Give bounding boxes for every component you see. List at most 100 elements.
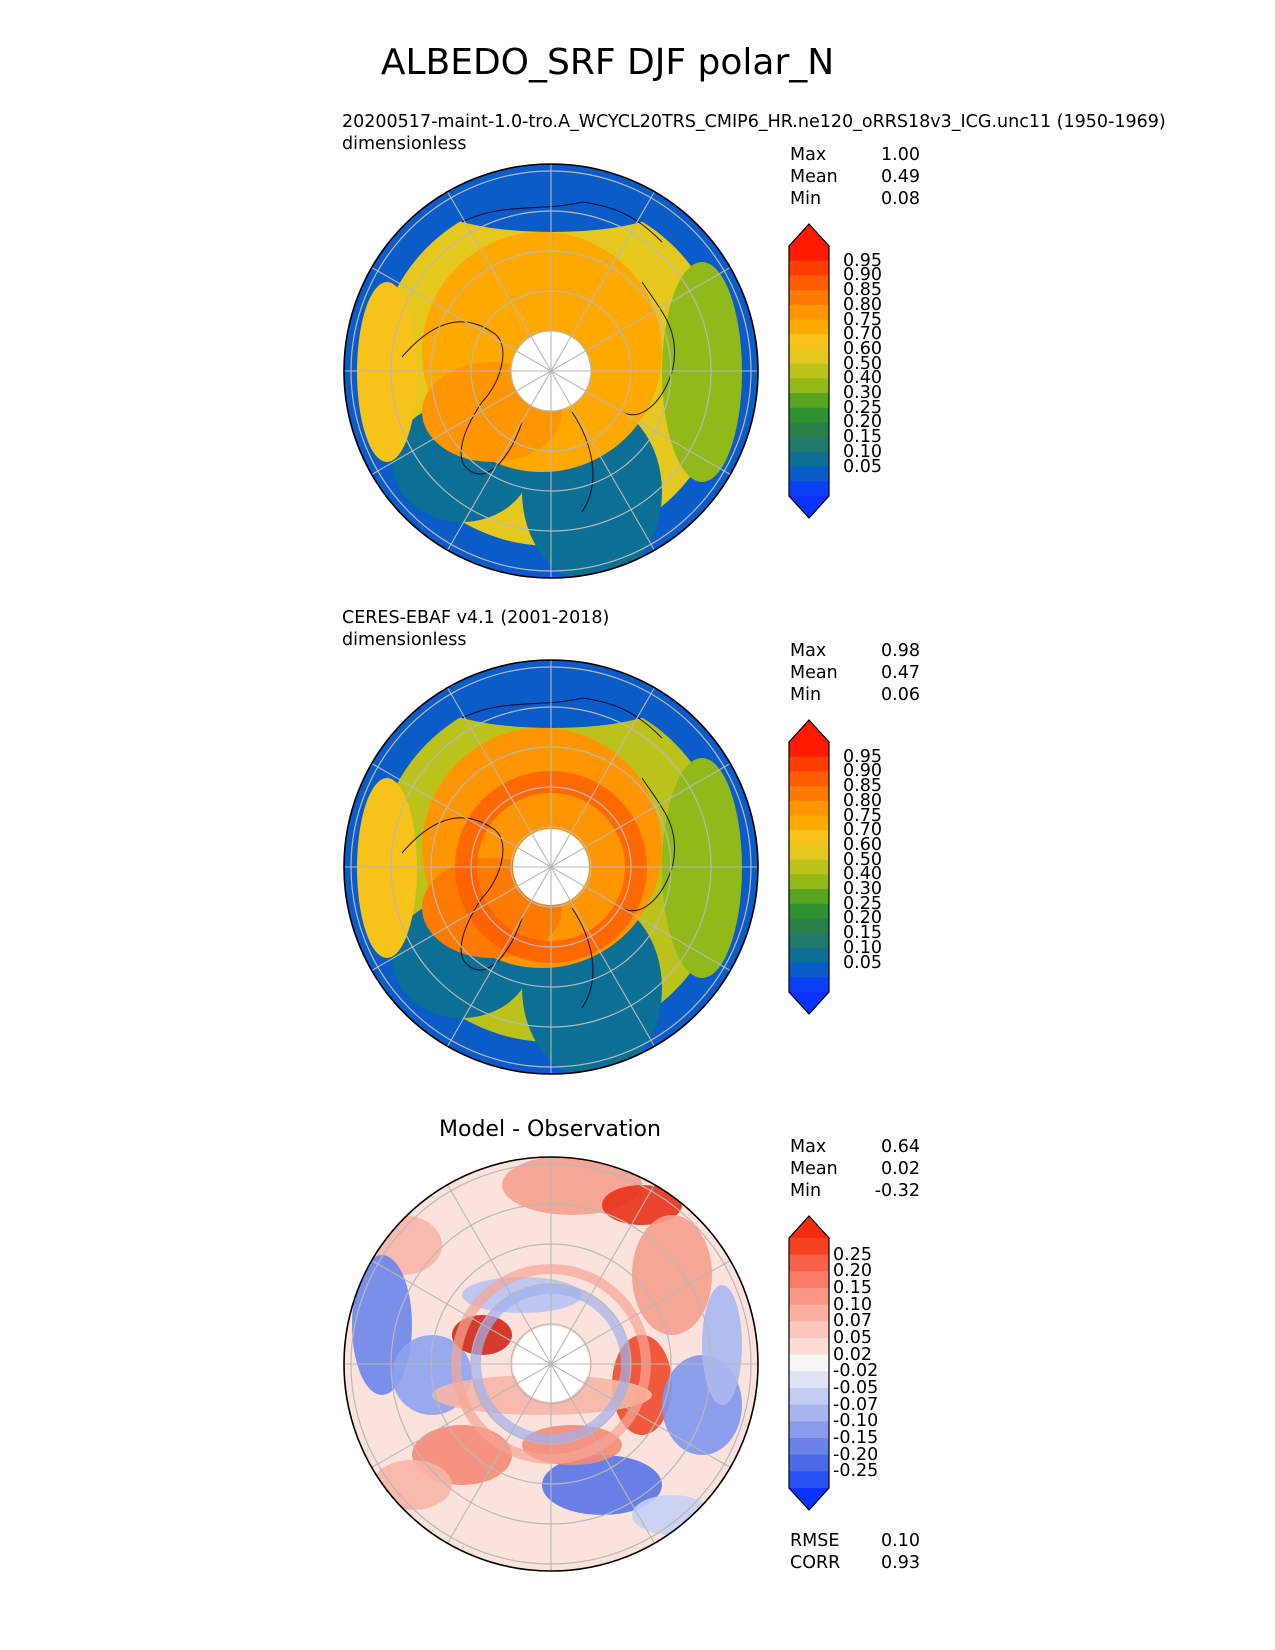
colorbar-tick-label: 0.05 bbox=[843, 952, 882, 973]
colorbar-segment bbox=[789, 348, 829, 365]
colorbar-segment bbox=[789, 977, 829, 993]
stat-row-mean: Mean 0.49 bbox=[790, 167, 920, 187]
colorbar-segment bbox=[789, 1238, 829, 1256]
obs-panel-title: CERES-EBAF v4.1 (2001-2018) bbox=[342, 608, 610, 628]
colorbar-segment bbox=[789, 771, 829, 787]
pacific-field bbox=[432, 172, 672, 232]
colorbar-tick-label: 0.15 bbox=[843, 923, 882, 944]
colorbar-tick-label: 0.75 bbox=[843, 309, 882, 330]
colorbar-tick-label: 0.95 bbox=[843, 746, 882, 767]
colorbar-segment bbox=[789, 1338, 829, 1356]
colorbar-segment bbox=[789, 800, 829, 817]
colorbar-segment bbox=[789, 830, 829, 846]
map-boundary bbox=[343, 659, 759, 1075]
colorbar-segment bbox=[789, 1354, 829, 1372]
colorbar-segment bbox=[789, 1321, 829, 1339]
land-field bbox=[662, 758, 742, 978]
colorbar-segment bbox=[789, 378, 829, 394]
colorbar-tick-label: 0.10 bbox=[833, 1294, 872, 1315]
diff-stats: Max 0.64 Mean 0.02 Min -0.32 bbox=[790, 1136, 920, 1202]
colorbar-outline bbox=[788, 719, 830, 1015]
model-colorbar bbox=[788, 223, 830, 519]
coastline bbox=[401, 697, 676, 1009]
colorbar-tick-label: -0.05 bbox=[833, 1378, 879, 1398]
model-stats: Max 1.00 Mean 0.49 Min 0.08 bbox=[790, 144, 920, 210]
colorbar-tick-label: 0.40 bbox=[843, 864, 882, 885]
colorbar-tick-label: 0.20 bbox=[843, 412, 882, 433]
stat-row-min: Min 0.08 bbox=[790, 189, 920, 209]
colorbar-segment bbox=[789, 1254, 829, 1272]
colorbar-segment bbox=[789, 451, 829, 468]
colorbar-segment bbox=[789, 407, 829, 424]
colorbar-tick-label: 0.05 bbox=[833, 1328, 872, 1348]
colorbar-tick-label: 0.50 bbox=[843, 849, 882, 870]
colorbar-extend-top bbox=[789, 224, 829, 246]
colorbar-segment bbox=[789, 1421, 829, 1439]
stat-row-min: Min -0.32 bbox=[790, 1181, 920, 1201]
metric-row-corr: CORR 0.93 bbox=[790, 1553, 920, 1573]
colorbar-segment bbox=[789, 334, 829, 350]
colorbar-tick-label: 0.05 bbox=[843, 456, 882, 477]
colorbar-outline bbox=[788, 1215, 830, 1511]
colorbar-tick-label: 0.60 bbox=[843, 834, 882, 855]
colorbar-segment bbox=[789, 481, 829, 497]
colorbar-tick-label: -0.02 bbox=[833, 1361, 879, 1382]
stat-row-min: Min 0.06 bbox=[790, 685, 920, 705]
colorbar-segment bbox=[789, 815, 829, 831]
colorbar-segment bbox=[789, 1271, 829, 1289]
stat-row-mean: Mean 0.02 bbox=[790, 1159, 920, 1179]
colorbar-segment bbox=[789, 874, 829, 890]
colorbar-tick-label: 0.90 bbox=[843, 265, 882, 286]
colorbar-segment bbox=[789, 947, 829, 964]
colorbar-tick-label: 0.85 bbox=[843, 280, 882, 301]
colorbar-tick-label: 0.85 bbox=[843, 776, 882, 797]
colorbar-segment bbox=[789, 246, 829, 262]
colorbar-tick-label: 0.20 bbox=[843, 908, 882, 929]
coastline bbox=[401, 201, 676, 513]
colorbar-segment bbox=[789, 1438, 829, 1456]
colorbar-extend-bottom bbox=[789, 496, 829, 518]
colorbar-segment bbox=[789, 290, 829, 306]
field-patch bbox=[542, 1455, 662, 1515]
colorbar-segment bbox=[789, 756, 829, 773]
colorbar-tick-label: 0.20 bbox=[833, 1261, 872, 1282]
model-panel-units: dimensionless bbox=[342, 134, 467, 154]
field-patch bbox=[632, 1215, 712, 1335]
colorbar-segment bbox=[789, 1471, 829, 1489]
obs-colorbar bbox=[788, 719, 830, 1015]
colorbar-segment bbox=[789, 466, 829, 482]
colorbar-segment bbox=[789, 742, 829, 758]
colorbar-outline bbox=[788, 223, 830, 519]
colorbar-tick-label: 0.40 bbox=[843, 368, 882, 389]
colorbar-segment bbox=[789, 786, 829, 802]
colorbar-tick-label: 0.30 bbox=[843, 383, 882, 404]
colorbar-segment bbox=[789, 1388, 829, 1406]
colorbar-segment bbox=[789, 1454, 829, 1472]
colorbar-tick-label: 0.95 bbox=[843, 250, 882, 271]
model-panel-title: 20200517-maint-1.0-tro.A_WCYCL20TRS_CMIP… bbox=[342, 112, 1166, 132]
colorbar-segment bbox=[789, 889, 829, 905]
colorbar-tick-label: 0.70 bbox=[843, 820, 882, 841]
colorbar-segment bbox=[789, 1404, 829, 1422]
map-boundary bbox=[343, 1156, 759, 1572]
stat-row-max: Max 1.00 bbox=[790, 145, 920, 165]
metric-row-rmse: RMSE 0.10 bbox=[790, 1531, 920, 1551]
colorbar-segment bbox=[789, 962, 829, 978]
colorbar-segment bbox=[789, 304, 829, 321]
colorbar-segment bbox=[789, 1304, 829, 1322]
colorbar-tick-label: 0.90 bbox=[843, 761, 882, 782]
colorbar-tick-label: -0.07 bbox=[833, 1394, 879, 1415]
colorbar-tick-label: 0.15 bbox=[843, 427, 882, 448]
colorbar-tick-label: 0.15 bbox=[833, 1278, 872, 1298]
model-polar-map bbox=[343, 163, 759, 579]
diff-metrics: RMSE 0.10 CORR 0.93 bbox=[790, 1530, 920, 1574]
diff-polar-map bbox=[343, 1156, 759, 1572]
colorbar-segment bbox=[789, 903, 829, 920]
stat-row-max: Max 0.98 bbox=[790, 641, 920, 661]
colorbar-tick-label: 0.50 bbox=[843, 353, 882, 374]
colorbar-tick-label: -0.25 bbox=[833, 1461, 879, 1482]
colorbar-tick-label: 0.80 bbox=[843, 294, 882, 315]
colorbar-tick-label: 0.25 bbox=[833, 1244, 872, 1265]
stat-row-mean: Mean 0.47 bbox=[790, 663, 920, 683]
colorbar-segment bbox=[789, 363, 829, 379]
